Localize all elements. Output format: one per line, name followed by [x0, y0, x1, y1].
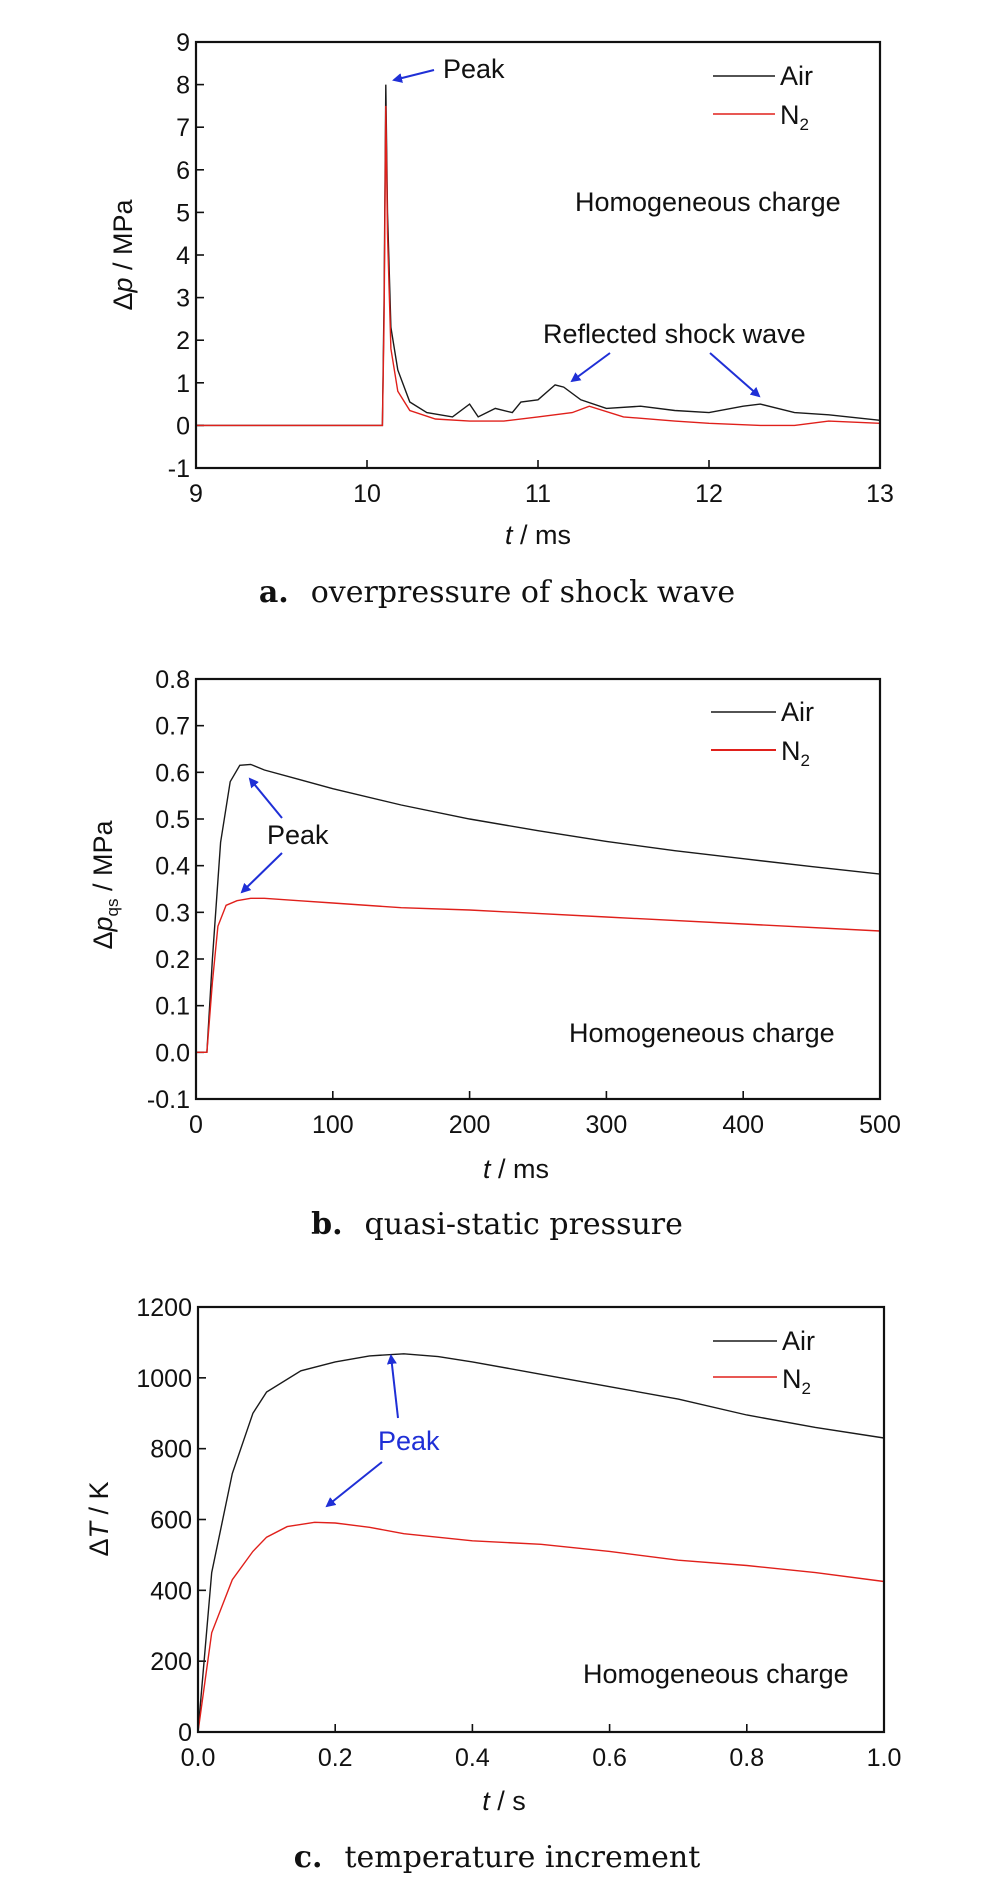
chart-b-legend-air-label: Air: [781, 697, 814, 727]
chart-b-series-air-line: [196, 763, 881, 1054]
chart-c-x-tick-label: 0.2: [318, 1744, 353, 1772]
chart-b-tick-labels: 0 100 200 300 400 500 -0.1 0.0 0.1 0.2 0.3 0.4 0.5 0.…: [147, 666, 901, 1139]
chart-a-y-tick-label: 7: [176, 114, 190, 142]
chart-a-legend-n2-label: N2: [780, 100, 809, 134]
chart-c-x-tick-label: 1.0: [867, 1744, 902, 1772]
chart-c-legend-air-label: Air: [782, 1326, 815, 1356]
chart-b-legend-n2-label: N2: [781, 736, 810, 770]
chart-b-x-tick-label: 100: [312, 1111, 354, 1139]
chart-a-series-n2-line: [196, 105, 881, 427]
chart-a-series-air-line: [196, 84, 881, 427]
chart-b-x-tick-label: 400: [722, 1111, 764, 1139]
chart-b-peak-arrow-n2: [240, 852, 283, 894]
chart-b-x-tick-label: 300: [586, 1111, 628, 1139]
chart-c-plot-frame: [196, 1305, 886, 1734]
chart-a-y-tick-label: 0: [176, 412, 190, 440]
chart-a-reflected-arrow-1: [570, 352, 611, 383]
chart-b-x-axis-label: t / ms: [483, 1154, 549, 1184]
chart-c-legend-n2-label: N2: [782, 1364, 811, 1398]
chart-c-y-axis-label: ΔT / K: [84, 1481, 114, 1556]
chart-c-annotation: Homogeneous charge: [583, 1659, 849, 1689]
chart-c-peak-arrow-air: [386, 1354, 399, 1419]
chart-c-y-tick-label: 400: [150, 1577, 192, 1605]
chart-b: 0 100 200 300 400 500 -0.1 0.0 0.1 0.2 0.3 0.4 0.5 0.…: [88, 666, 901, 1242]
chart-b-y-tick-label: 0.2: [155, 946, 190, 974]
chart-c-x-tick-label: 0.8: [729, 1744, 764, 1772]
chart-b-y-tick-label: 0.4: [155, 853, 190, 881]
chart-a-reflected-arrow-2: [709, 352, 761, 398]
chart-b-x-tick-label: 0: [189, 1111, 203, 1139]
chart-a-x-axis-label: t / ms: [505, 520, 571, 550]
chart-a-y-tick-label: 1: [176, 370, 190, 398]
chart-a-x-tick-label: 12: [695, 480, 723, 508]
chart-a-peak-arrow: [392, 69, 435, 83]
chart-b-annotation: Homogeneous charge: [569, 1018, 835, 1048]
chart-c-y-tick-label: 1200: [136, 1294, 192, 1322]
chart-c-x-tick-label: 0.0: [181, 1744, 216, 1772]
chart-b-y-tick-label: 0.3: [155, 899, 190, 927]
chart-a-y-tick-label: 8: [176, 72, 190, 100]
chart-c-peak-arrow-n2: [325, 1461, 383, 1508]
chart-a-x-tick-label: 10: [353, 480, 381, 508]
chart-a-caption: a. overpressure of shock wave: [259, 575, 735, 610]
chart-a-y-axis-label: Δp / MPa: [108, 198, 138, 310]
chart-b-y-tick-label: 0.6: [155, 759, 190, 787]
chart-c-y-tick-label: 200: [150, 1648, 192, 1676]
chart-a-y-tick-label: 4: [176, 242, 190, 270]
chart-a-y-tick-label: 9: [176, 29, 190, 57]
chart-c-y-tick-label: 800: [150, 1436, 192, 1464]
chart-c-caption: c. temperature increment: [294, 1840, 701, 1875]
chart-b-caption: b. quasi-static pressure: [311, 1207, 683, 1242]
chart-c-x-tick-label: 0.6: [592, 1744, 627, 1772]
chart-b-y-tick-label: 0.8: [155, 666, 190, 694]
chart-a-reflected-label: Reflected shock wave: [543, 319, 806, 349]
chart-b-x-tick-label: 500: [859, 1111, 901, 1139]
chart-c-series-air-line: [197, 1353, 885, 1733]
chart-c-series-n2-line: [197, 1521, 885, 1733]
chart-b-peak-label: Peak: [267, 820, 329, 850]
chart-a-x-tick-label: 13: [866, 480, 894, 508]
chart-c-y-tick-label: 600: [150, 1507, 192, 1535]
chart-a-annotation: Homogeneous charge: [575, 187, 841, 217]
chart-b-y-tick-label: 0.1: [155, 993, 190, 1021]
chart-b-series-n2-line: [196, 897, 881, 1054]
chart-a-y-tick-label: 3: [176, 285, 190, 313]
chart-c-y-tick-label: 1000: [136, 1365, 192, 1393]
chart-a-y-tick-label: 2: [176, 327, 190, 355]
chart-a-x-tick-label: 11: [525, 480, 551, 508]
chart-b-y-axis-label: Δpqs / MPa: [88, 819, 122, 949]
chart-b-y-tick-label: 0.0: [155, 1039, 190, 1067]
chart-a-y-tick-label: 6: [176, 157, 190, 185]
chart-c-x-axis-label: t / s: [482, 1786, 526, 1816]
chart-a-y-tick-label: -1: [168, 455, 190, 483]
chart-c-y-tick-label: 0: [178, 1719, 192, 1747]
chart-c: 0.0 0.2 0.4 0.6 0.8 1.0020040060080010001200 …: [84, 1294, 901, 1875]
chart-c-peak-label: Peak: [378, 1426, 440, 1456]
chart-b-y-tick-label: 0.5: [155, 806, 190, 834]
chart-a-legend-air-label: Air: [780, 61, 813, 91]
chart-b-peak-arrow-air: [248, 777, 283, 819]
chart-b-x-tick-label: 200: [449, 1111, 491, 1139]
chart-b-y-tick-label: 0.7: [155, 713, 190, 741]
chart-c-x-tick-label: 0.4: [455, 1744, 490, 1772]
chart-a-y-tick-label: 5: [176, 199, 190, 227]
chart-c-tick-labels: 0.0 0.2 0.4 0.6 0.8 1.0 0 200 400 600 800 1000 1200: [136, 1294, 901, 1772]
chart-a-ticks: [195, 41, 881, 469]
chart-a-plot-frame: [194, 40, 882, 470]
chart-a-peak-label: Peak: [443, 54, 505, 84]
chart-b-y-tick-label: -0.1: [147, 1086, 190, 1114]
chart-b-plot-frame: [194, 677, 882, 1101]
chart-a-x-tick-label: 9: [189, 480, 203, 508]
